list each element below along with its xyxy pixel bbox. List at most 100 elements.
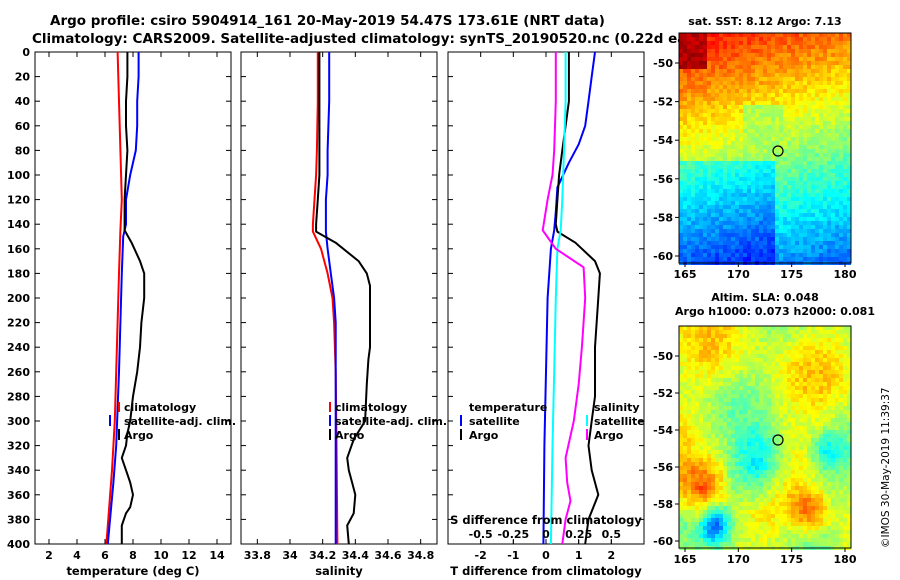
map-cell [835, 366, 839, 370]
map-cell [803, 37, 807, 41]
map-cell [839, 394, 843, 398]
map-cell [815, 518, 819, 522]
map-cell [775, 490, 779, 494]
map-cell [731, 165, 735, 169]
map-cell [759, 237, 763, 241]
map-cell [695, 326, 699, 330]
map-cell [847, 73, 851, 77]
map-cell [711, 526, 715, 530]
map-cell [763, 165, 767, 169]
map-cell [723, 426, 727, 430]
map-cell [687, 125, 691, 129]
map-cell [707, 442, 711, 446]
map-cell [711, 338, 715, 342]
map-cell [679, 390, 683, 394]
map-cell [771, 434, 775, 438]
map-cell [715, 153, 719, 157]
map-cell [807, 442, 811, 446]
map-cell [807, 129, 811, 133]
map-cell [831, 93, 835, 97]
map-cell [691, 221, 695, 225]
map-cell [803, 422, 807, 426]
map-cell [787, 522, 791, 526]
map-cell [687, 233, 691, 237]
map-cell [783, 209, 787, 213]
map-cell [783, 442, 787, 446]
map-cell [815, 490, 819, 494]
map-cell [839, 165, 843, 169]
map-cell [803, 205, 807, 209]
map-cell [755, 53, 759, 57]
map-cell [835, 117, 839, 121]
map-cell [775, 193, 779, 197]
map-cell [775, 426, 779, 430]
map-cell [695, 117, 699, 121]
map-cell [731, 93, 735, 97]
map-cell [767, 446, 771, 450]
map-cell [799, 221, 803, 225]
map-cell [679, 117, 683, 121]
map-cell [707, 105, 711, 109]
map-cell [751, 482, 755, 486]
map-cell [819, 129, 823, 133]
map-cell [823, 406, 827, 410]
map-cell [831, 434, 835, 438]
map-cell [747, 398, 751, 402]
map-cell [767, 346, 771, 350]
map-cell [723, 342, 727, 346]
map-cell [747, 221, 751, 225]
map-cell [831, 97, 835, 101]
map-cell [743, 133, 747, 137]
map-cell [747, 362, 751, 366]
map-cell [771, 57, 775, 61]
map-cell [679, 418, 683, 422]
map-cell [795, 253, 799, 257]
map-cell [751, 93, 755, 97]
map-cell [771, 121, 775, 125]
map-cell [739, 502, 743, 506]
map-cell [839, 422, 843, 426]
map-cell [715, 93, 719, 97]
map-cell [743, 370, 747, 374]
map-cell [711, 470, 715, 474]
map-cell [719, 69, 723, 73]
map-cell [835, 402, 839, 406]
map-cell [727, 229, 731, 233]
map-cell [727, 510, 731, 514]
map-cell [747, 374, 751, 378]
map-cell [763, 185, 767, 189]
map-cell [783, 125, 787, 129]
map-cell [811, 41, 815, 45]
map-cell [839, 173, 843, 177]
map-cell [847, 366, 851, 370]
map-cell [767, 193, 771, 197]
map-cell [791, 141, 795, 145]
map-cell [839, 374, 843, 378]
map-cell [699, 177, 703, 181]
map-cell [679, 498, 683, 502]
map-cell [727, 61, 731, 65]
map-cell [691, 482, 695, 486]
map-cell [811, 93, 815, 97]
map-cell [795, 442, 799, 446]
map-cell [703, 125, 707, 129]
map-cell [719, 65, 723, 69]
map-cell [771, 370, 775, 374]
map-cell [683, 93, 687, 97]
map-cell [687, 101, 691, 105]
map-cell [715, 233, 719, 237]
map-cell [699, 41, 703, 45]
map-cell [827, 161, 831, 165]
map-cell [843, 201, 847, 205]
map-cell [775, 133, 779, 137]
map-cell [751, 398, 755, 402]
map-cell [759, 101, 763, 105]
map-cell [847, 177, 851, 181]
depth-tick-label: 360 [7, 489, 30, 502]
map-cell [695, 53, 699, 57]
map-cell [771, 390, 775, 394]
map-cell [811, 422, 815, 426]
map-cell [835, 189, 839, 193]
map-cell [823, 137, 827, 141]
map-cell [811, 486, 815, 490]
